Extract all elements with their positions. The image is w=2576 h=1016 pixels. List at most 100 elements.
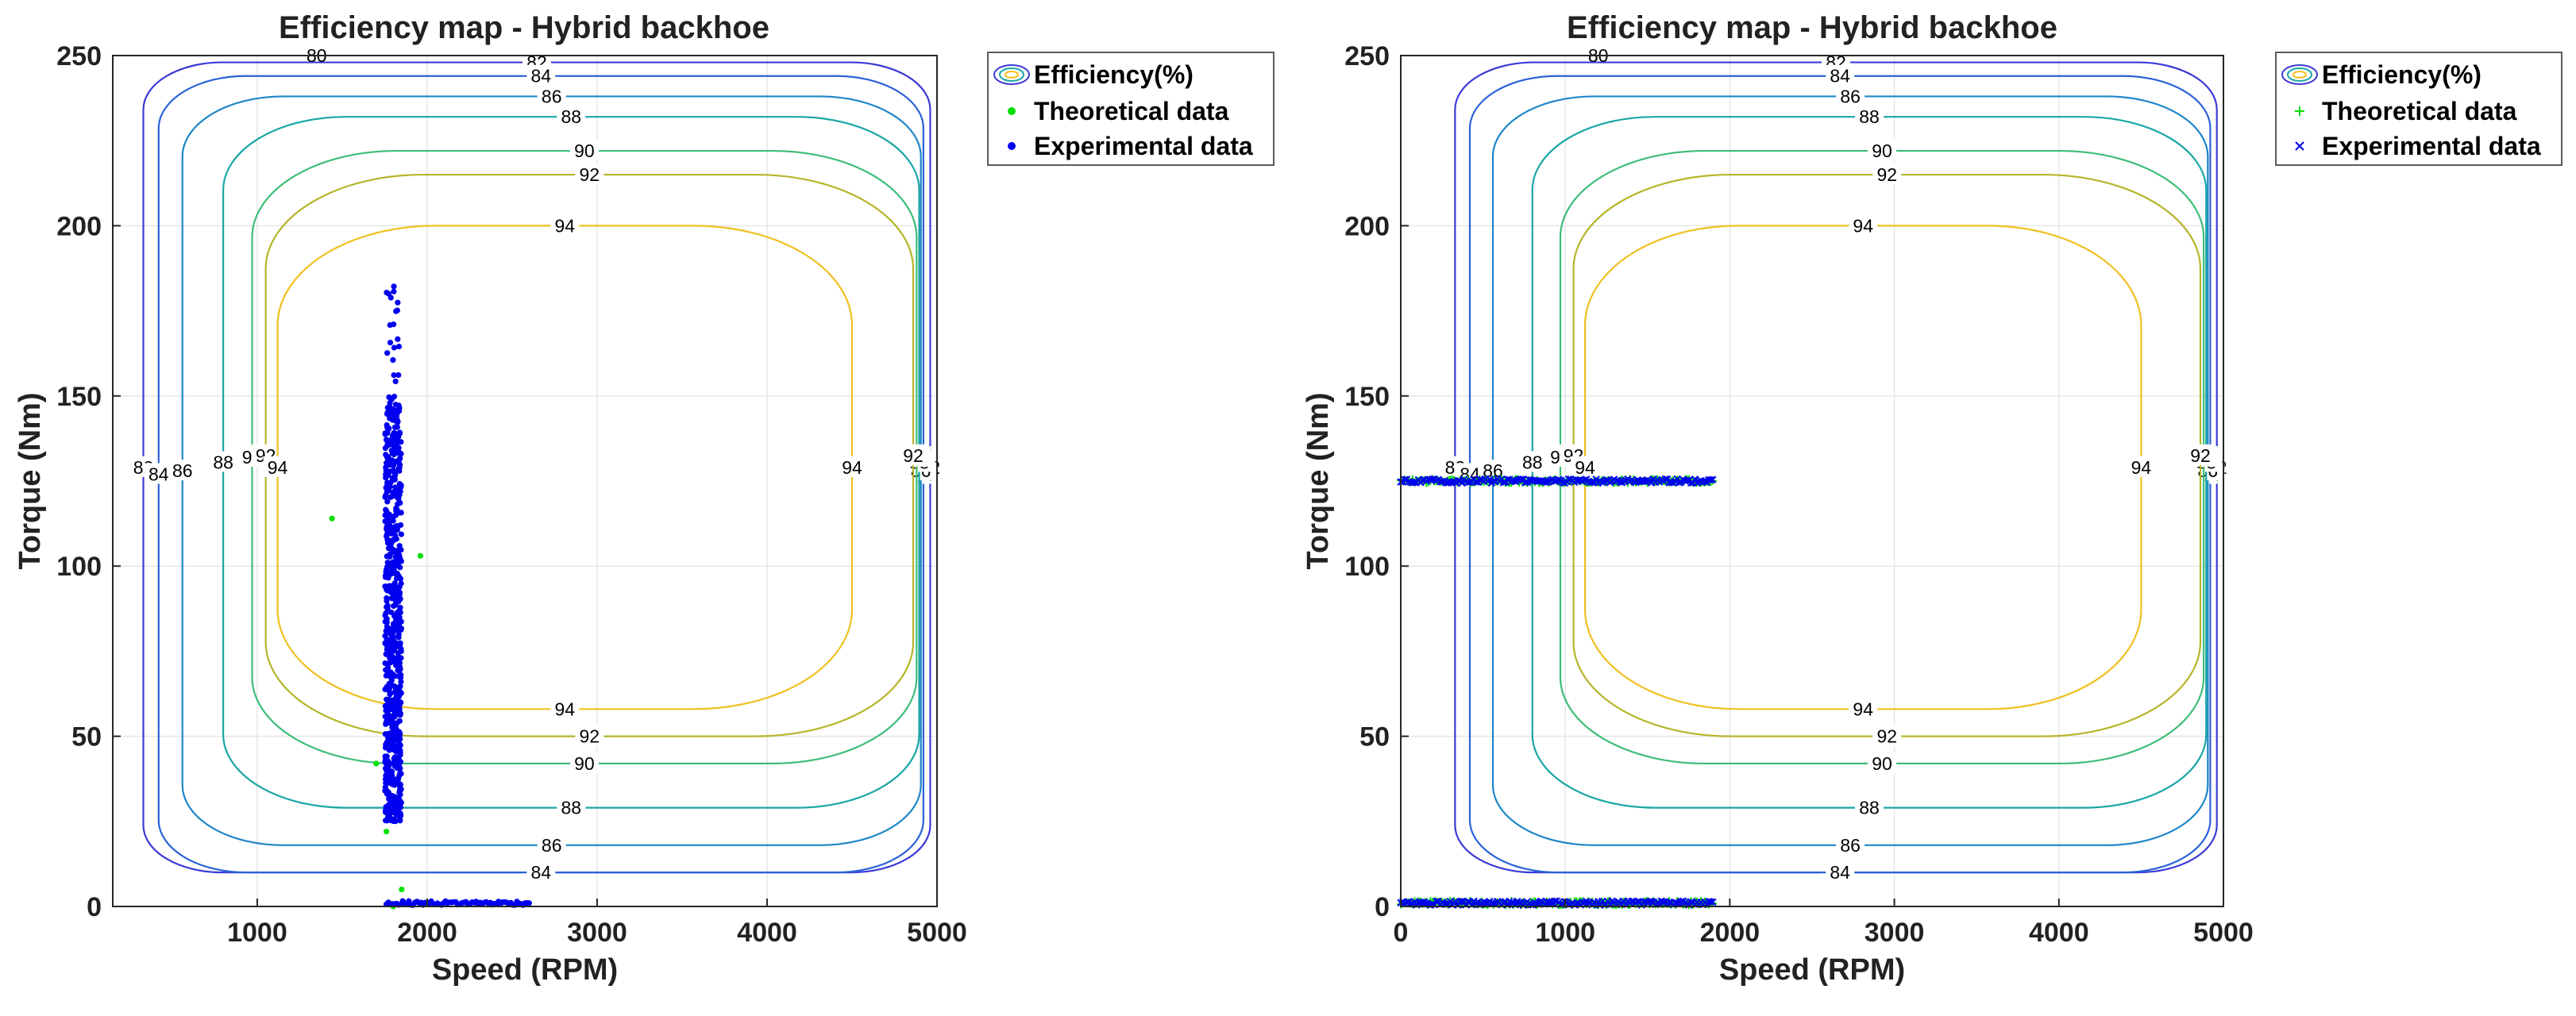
x-tick-label: 0 — [1394, 918, 1409, 948]
data-point — [389, 570, 396, 576]
data-point — [390, 529, 396, 536]
data-point — [391, 449, 397, 456]
legend-item-experimental-data: Experimental data — [1008, 132, 1253, 160]
data-point — [396, 706, 403, 712]
data-point — [384, 405, 391, 411]
data-point — [384, 479, 391, 486]
data-point — [396, 543, 403, 549]
legend-item-theoretical-data: Theoretical data — [1008, 97, 1229, 125]
contour-label-bg — [2127, 456, 2156, 477]
data-point — [386, 810, 392, 817]
data-point — [392, 512, 399, 518]
data-point — [397, 818, 403, 824]
data-point — [398, 531, 404, 537]
data-point — [1543, 478, 1551, 487]
data-point — [1588, 478, 1596, 486]
data-point — [417, 552, 423, 559]
data-point — [1564, 475, 1573, 483]
data-point — [1471, 478, 1480, 486]
data-point — [391, 648, 398, 654]
contour-label: 84 — [148, 464, 169, 484]
data-point — [390, 518, 396, 524]
data-point — [385, 291, 391, 297]
data-point — [386, 520, 392, 527]
data-point — [386, 425, 392, 432]
legend-contour-icon — [1005, 71, 1019, 79]
data-point — [383, 803, 389, 810]
data-point — [398, 625, 404, 632]
y-tick-label: 150 — [56, 382, 102, 412]
legend-label: Efficiency(%) — [2322, 60, 2482, 89]
data-point — [1584, 899, 1592, 906]
data-point — [396, 642, 403, 648]
data-point — [387, 339, 394, 346]
data-point — [1555, 475, 1563, 483]
contour-label-bg — [209, 451, 238, 472]
data-point — [389, 583, 395, 589]
legend-contour-icon — [2287, 67, 2312, 82]
data-point — [373, 760, 380, 767]
data-point — [1454, 476, 1462, 485]
legend-item-experimental-data: Experimental data — [2295, 132, 2541, 160]
contour-label-bg — [526, 861, 556, 883]
contour-label-bg — [557, 106, 586, 127]
data-point — [389, 733, 395, 740]
data-point — [392, 724, 399, 730]
contour-label-bg — [1849, 698, 1878, 719]
contour-label: 84 — [1830, 66, 1850, 87]
data-point — [395, 336, 401, 342]
contour-label: 86 — [1840, 835, 1861, 856]
contour-label: 86 — [542, 835, 562, 856]
data-point — [388, 588, 395, 595]
y-tick-label: 0 — [87, 892, 102, 922]
legend-contour-icon — [999, 67, 1024, 82]
data-point — [395, 718, 403, 725]
y-tick-label: 250 — [1344, 41, 1390, 71]
data-point — [386, 687, 392, 694]
data-point — [399, 886, 405, 893]
data-point — [384, 768, 390, 774]
contour-label-bg — [1868, 752, 1897, 773]
data-point — [393, 587, 399, 594]
contour-label-bg — [2185, 444, 2215, 465]
legend-marker — [2295, 141, 2304, 151]
data-point — [384, 569, 391, 575]
contour-label-bg — [1855, 796, 1884, 818]
data-point — [1486, 475, 1494, 483]
contour-label-bg — [1826, 64, 1855, 86]
data-point — [384, 623, 390, 629]
contour-label: 94 — [1853, 215, 1873, 236]
x-tick-label: 5000 — [2193, 918, 2254, 948]
x-tick-label: 3000 — [567, 918, 627, 948]
data-point — [395, 343, 403, 350]
data-point — [387, 399, 393, 406]
data-point — [382, 753, 388, 760]
data-point — [383, 506, 389, 513]
legend-item-efficiency: Efficiency(%) — [2281, 60, 2482, 89]
data-point — [383, 628, 389, 634]
legend-label: Experimental data — [2322, 132, 2541, 160]
data-point — [1429, 475, 1436, 483]
data-point — [1503, 475, 1511, 483]
contour-label-bg — [575, 164, 604, 185]
data-point — [1475, 475, 1484, 483]
data-point — [1401, 475, 1409, 483]
data-point — [398, 510, 404, 516]
data-point — [392, 703, 399, 710]
contour-label: 86 — [1840, 86, 1861, 106]
data-point — [1659, 898, 1668, 906]
data-point — [1665, 898, 1673, 906]
data-point — [395, 653, 402, 660]
data-point — [526, 900, 532, 906]
y-tick-label: 200 — [56, 211, 102, 241]
contour-label: 86 — [542, 86, 562, 106]
data-point — [391, 393, 398, 400]
data-point — [392, 757, 399, 764]
y-tick-label: 200 — [1344, 211, 1390, 241]
legend-item-theoretical-data: Theoretical data — [2295, 97, 2517, 125]
data-point — [398, 439, 404, 445]
contour-label-bg — [263, 456, 292, 477]
contour-label: 90 — [574, 753, 595, 774]
data-point — [398, 679, 404, 685]
contour-label: 84 — [1830, 862, 1850, 883]
